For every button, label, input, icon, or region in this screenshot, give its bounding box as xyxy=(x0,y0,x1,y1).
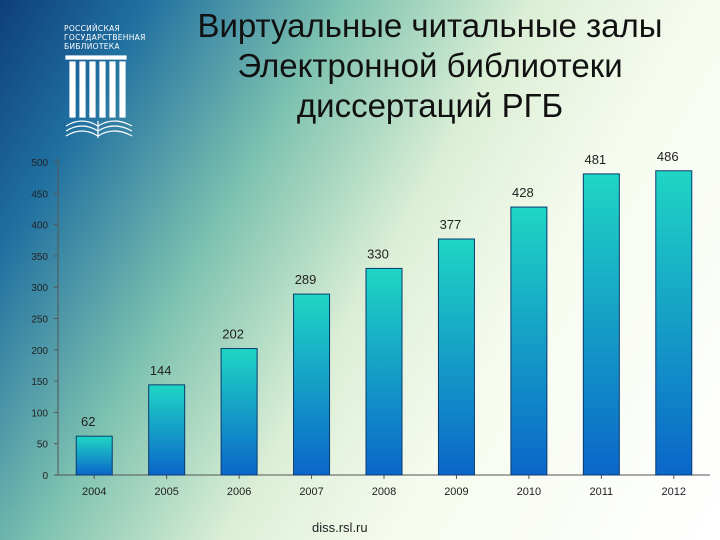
logo-line: БИБЛИОТЕКА xyxy=(64,42,120,51)
x-tick-label: 2008 xyxy=(372,486,396,498)
y-tick-label: 450 xyxy=(31,189,48,200)
data-label: 62 xyxy=(81,414,95,429)
bar xyxy=(220,348,258,476)
y-tick-label: 300 xyxy=(31,283,48,294)
bar xyxy=(437,238,475,476)
bar xyxy=(582,173,620,476)
title-line: диссертаций РГБ xyxy=(296,87,564,124)
library-columns-book-icon xyxy=(65,55,133,138)
y-tick-label: 50 xyxy=(37,440,49,451)
x-tick-label: 2011 xyxy=(590,486,614,498)
data-label: 330 xyxy=(367,246,389,261)
x-tick-label: 2012 xyxy=(662,486,686,498)
logo-line: РОССИЙСКАЯ xyxy=(64,24,121,33)
logo-line: ГОСУДАРСТВЕННАЯ xyxy=(64,33,146,42)
bar xyxy=(293,293,331,476)
y-tick-label: 400 xyxy=(31,221,48,232)
x-tick-label: 2010 xyxy=(517,486,541,498)
y-tick-label: 100 xyxy=(31,408,48,419)
rsl-logo: РОССИЙСКАЯ ГОСУДАРСТВЕННАЯ БИБЛИОТЕКА xyxy=(60,18,146,143)
data-label: 486 xyxy=(657,149,679,164)
bar xyxy=(148,384,186,476)
title-line: Электронной библиотеки xyxy=(237,47,623,84)
x-tick-label: 2009 xyxy=(444,486,468,498)
y-tick-label: 500 xyxy=(31,158,48,169)
x-tick-label: 2006 xyxy=(227,486,251,498)
footer-url: diss.rsl.ru xyxy=(312,520,368,535)
data-label: 481 xyxy=(584,152,606,167)
bar xyxy=(655,170,693,476)
bar xyxy=(75,435,113,476)
slide-title: Виртуальные читальные залы Электронной б… xyxy=(170,6,690,126)
title-line: Виртуальные читальные залы xyxy=(197,7,663,44)
data-label: 202 xyxy=(222,327,244,342)
logo-text: РОССИЙСКАЯ ГОСУДАРСТВЕННАЯ БИБЛИОТЕКА xyxy=(64,24,146,51)
x-tick-label: 2004 xyxy=(82,486,106,498)
data-label: 428 xyxy=(512,185,534,200)
bar xyxy=(365,267,403,476)
y-tick-label: 250 xyxy=(31,315,48,326)
data-label: 377 xyxy=(440,217,462,232)
y-tick-label: 0 xyxy=(42,471,48,482)
x-tick-label: 2007 xyxy=(299,486,323,498)
x-tick-label: 2005 xyxy=(154,486,178,498)
y-tick-label: 150 xyxy=(31,377,48,388)
data-label: 144 xyxy=(150,363,172,378)
y-tick-label: 200 xyxy=(31,346,48,357)
bar xyxy=(510,206,548,476)
data-label: 289 xyxy=(295,272,317,287)
y-tick-label: 350 xyxy=(31,252,48,263)
